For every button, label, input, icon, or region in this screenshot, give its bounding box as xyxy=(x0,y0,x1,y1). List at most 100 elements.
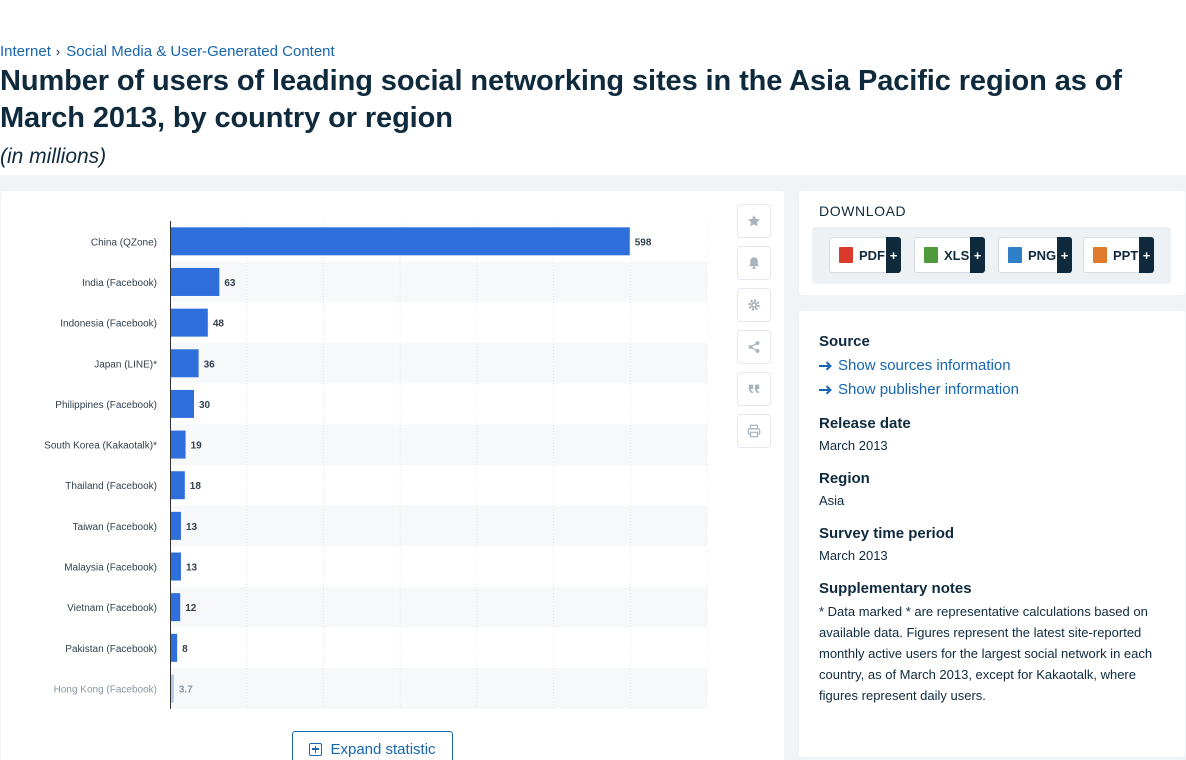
chart-row-band xyxy=(170,505,707,547)
chart-category-label: Taiwan (Facebook) xyxy=(73,522,157,533)
chart-toolbar xyxy=(737,204,773,456)
page-title: Number of users of leading social networ… xyxy=(0,65,1122,134)
plus-square-icon xyxy=(309,742,323,756)
breadcrumb-separator: › xyxy=(55,44,61,59)
chart-value-label: 63 xyxy=(224,278,236,289)
chart-bar xyxy=(171,674,174,703)
download-png-label: PNG xyxy=(1028,247,1057,263)
download-xls-button[interactable]: XLS + xyxy=(914,237,985,273)
chart-bar xyxy=(171,471,185,500)
breadcrumb-social-media-link[interactable]: Social Media & User-Generated Content xyxy=(66,43,335,60)
show-publisher-label: Show publisher information xyxy=(838,381,1019,398)
chart-category-label: Philippines (Facebook) xyxy=(55,400,157,411)
chart-category-label: Vietnam (Facebook) xyxy=(67,603,157,614)
survey-period-heading: Survey time period xyxy=(819,525,955,542)
download-pdf-label: PDF xyxy=(859,247,885,263)
gear-icon xyxy=(748,299,760,311)
download-png-button[interactable]: PNG + xyxy=(998,237,1072,273)
favorite-button[interactable] xyxy=(737,204,771,238)
chart-bar xyxy=(171,511,181,540)
release-date-heading: Release date xyxy=(819,415,911,432)
download-pdf-plus: + xyxy=(886,237,901,273)
chart-value-label: 13 xyxy=(186,522,198,533)
show-sources-link[interactable]: Show sources information xyxy=(819,357,1011,374)
chart-bar xyxy=(171,593,181,622)
arrow-right-icon xyxy=(819,384,832,395)
chart-value-label: 19 xyxy=(191,441,203,452)
chart-value-label: 598 xyxy=(635,237,652,248)
region-value: Asia xyxy=(819,493,845,508)
download-pdf-button[interactable]: PDF + xyxy=(829,237,901,273)
chart-value-label: 30 xyxy=(199,400,211,411)
chart-category-label: South Korea (Kakaotalk)* xyxy=(44,441,157,452)
bar-chart: China (QZone) 598 India (Facebook) 63 Indone… xyxy=(44,221,708,709)
chart-category-label: Hong Kong (Facebook) xyxy=(54,684,157,695)
notification-button[interactable] xyxy=(737,246,771,280)
survey-period-value: March 2013 xyxy=(819,548,888,563)
show-publisher-link[interactable]: Show publisher information xyxy=(819,381,1019,398)
source-heading: Source xyxy=(819,333,870,350)
chart-bar xyxy=(171,308,208,337)
chart-category-label: Pakistan (Facebook) xyxy=(65,644,157,655)
supplementary-notes-heading: Supplementary notes xyxy=(819,580,972,597)
share-icon xyxy=(748,341,760,353)
chart-bar xyxy=(171,227,630,256)
chart-category-label: Indonesia (Facebook) xyxy=(60,319,157,330)
chart-bar xyxy=(171,267,220,296)
download-buttons-row: PDF + XLS + PNG + PPT + xyxy=(812,227,1171,284)
chart-row-band xyxy=(170,668,707,709)
share-button[interactable] xyxy=(737,330,771,364)
expand-statistic-label: Expand statistic xyxy=(330,740,436,758)
chart-row-band xyxy=(170,261,707,303)
download-ppt-label: PPT xyxy=(1113,247,1139,263)
download-ppt-button[interactable]: PPT + xyxy=(1083,237,1154,273)
quote-icon xyxy=(748,384,760,394)
header-band xyxy=(0,0,1186,175)
chart-row-band xyxy=(170,586,707,628)
chart-row-band xyxy=(170,424,707,465)
chart-row-band xyxy=(170,342,707,384)
statistic-info-panel: Source Show sources information Show pub… xyxy=(799,311,1185,757)
chart-category-label: Thailand (Facebook) xyxy=(65,481,157,492)
chart-bar xyxy=(171,633,178,662)
chart-value-label: 13 xyxy=(186,563,198,574)
star-icon xyxy=(747,215,761,227)
show-sources-label: Show sources information xyxy=(838,357,1011,374)
chart-bar xyxy=(171,389,195,418)
chart-value-label: 18 xyxy=(190,481,202,492)
chart-category-label: India (Facebook) xyxy=(82,278,157,289)
chart-value-label: 48 xyxy=(213,319,225,330)
chart-category-label: Japan (LINE)* xyxy=(94,359,157,370)
chart-value-label: 36 xyxy=(204,359,216,370)
download-png-plus: + xyxy=(1057,237,1072,273)
chart-card: China (QZone) 598 India (Facebook) 63 Indone… xyxy=(1,191,784,760)
chart-bar xyxy=(171,552,181,581)
cite-button[interactable] xyxy=(737,372,771,406)
supplementary-notes-text: * Data marked * are representative calcu… xyxy=(819,604,1153,703)
bell-icon xyxy=(749,257,759,270)
chart-bar xyxy=(171,349,199,378)
page-subtitle: (in millions) xyxy=(0,145,107,168)
download-xls-label: XLS xyxy=(944,247,970,263)
breadcrumb: Internet › Social Media & User-Generated C… xyxy=(0,43,335,60)
chart-bar xyxy=(171,430,186,459)
chart-category-label: China (QZone) xyxy=(91,237,157,248)
download-title: DOWNLOAD xyxy=(819,203,907,219)
region-heading: Region xyxy=(819,470,870,487)
png-file-icon xyxy=(1008,247,1022,263)
pdf-file-icon xyxy=(839,247,853,263)
download-xls-plus: + xyxy=(970,237,985,273)
print-icon xyxy=(747,424,761,438)
settings-button[interactable] xyxy=(737,288,771,322)
breadcrumb-internet-link[interactable]: Internet xyxy=(0,43,51,60)
chart-value-label: 8 xyxy=(182,644,188,655)
expand-statistic-button[interactable]: Expand statistic xyxy=(292,731,453,760)
chart-value-label: 3.7 xyxy=(179,684,193,695)
arrow-right-icon xyxy=(819,360,832,371)
download-ppt-plus: + xyxy=(1139,237,1154,273)
download-panel: DOWNLOAD PDF + XLS + PNG + PPT + xyxy=(799,191,1185,295)
ppt-file-icon xyxy=(1093,247,1107,263)
chart-value-label: 12 xyxy=(185,603,197,614)
print-button[interactable] xyxy=(737,414,771,448)
chart-category-label: Malaysia (Facebook) xyxy=(64,563,157,574)
